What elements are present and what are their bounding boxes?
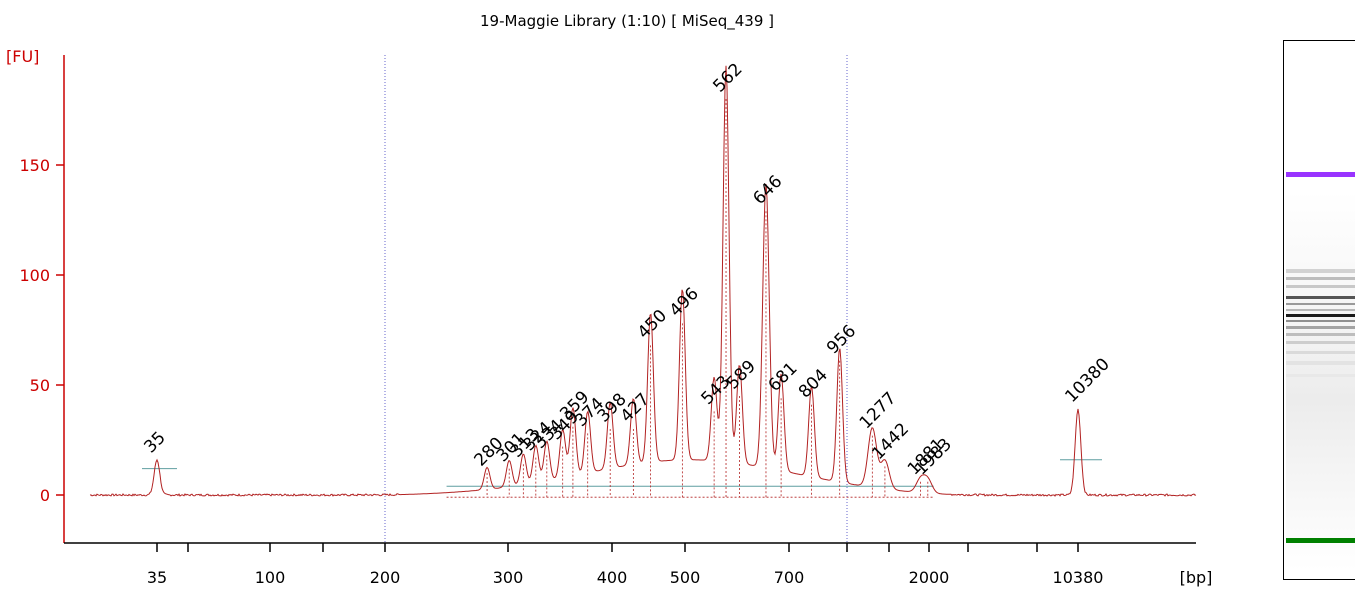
peak-label-956: 956 <box>823 321 860 358</box>
x-tick-label-300: 300 <box>493 568 524 587</box>
chart-title: 19-Maggie Library (1:10) [ MiSeq_439 ] <box>480 12 774 31</box>
gel-band <box>1286 296 1355 299</box>
x-tick-label-200: 200 <box>370 568 401 587</box>
gel-band <box>1286 277 1355 280</box>
gel-band <box>1286 285 1355 288</box>
y-tick-label-0: 0 <box>40 486 50 505</box>
y-tick-label-100: 100 <box>19 266 50 285</box>
trace <box>89 65 1197 497</box>
peak-region-lines <box>142 99 1102 498</box>
gel-band <box>1286 303 1355 305</box>
gel-band <box>1286 333 1355 336</box>
axes: 0 50 100 150 35 100 200 300 400 500 700 2000 10380 <box>19 55 1196 587</box>
gel-band <box>1286 341 1355 344</box>
peak-labels: 2803013133243343493593743984274504965435… <box>140 59 1113 479</box>
y-tick-label-50: 50 <box>30 376 50 395</box>
gel-smear <box>1286 191 1355 571</box>
x-tick-label-500: 500 <box>670 568 701 587</box>
x-tick-label-2000: 2000 <box>909 568 950 587</box>
electropherogram-chart: 19-Maggie Library (1:10) [ MiSeq_439 ] [… <box>6 12 1213 587</box>
gel-image <box>1283 40 1355 580</box>
marker-lines <box>384 55 848 543</box>
peak-label-450: 450 <box>634 306 671 343</box>
gel-lower-marker-band <box>1286 538 1355 543</box>
trace-line <box>89 65 1197 497</box>
peak-label-646: 646 <box>749 172 786 209</box>
gel-band <box>1286 351 1355 354</box>
gel-band <box>1286 309 1355 311</box>
gel-band <box>1286 314 1355 317</box>
gel-upper-marker-band <box>1286 172 1355 177</box>
gel-band <box>1286 269 1355 273</box>
x-tick-label-700: 700 <box>774 568 805 587</box>
y-axis-unit: [FU] <box>6 47 39 66</box>
gel-band <box>1286 320 1355 322</box>
gel-lane <box>1286 41 1355 579</box>
peak-label-427: 427 <box>617 389 654 426</box>
marker-label-35: 35 <box>140 428 169 457</box>
x-tick-label-100: 100 <box>255 568 286 587</box>
gel-band <box>1286 374 1355 377</box>
peak-label-562: 562 <box>709 59 746 96</box>
gel-band <box>1286 326 1355 329</box>
y-tick-label-150: 150 <box>19 156 50 175</box>
x-tick-label-35: 35 <box>147 568 167 587</box>
marker-label-10380: 10380 <box>1061 354 1113 406</box>
peak-label-496: 496 <box>666 284 703 321</box>
gel-band <box>1286 361 1355 365</box>
x-tick-label-10380: 10380 <box>1053 568 1104 587</box>
x-axis-unit: [bp] <box>1180 568 1213 587</box>
peak-label-804: 804 <box>795 365 832 402</box>
x-tick-label-400: 400 <box>597 568 628 587</box>
